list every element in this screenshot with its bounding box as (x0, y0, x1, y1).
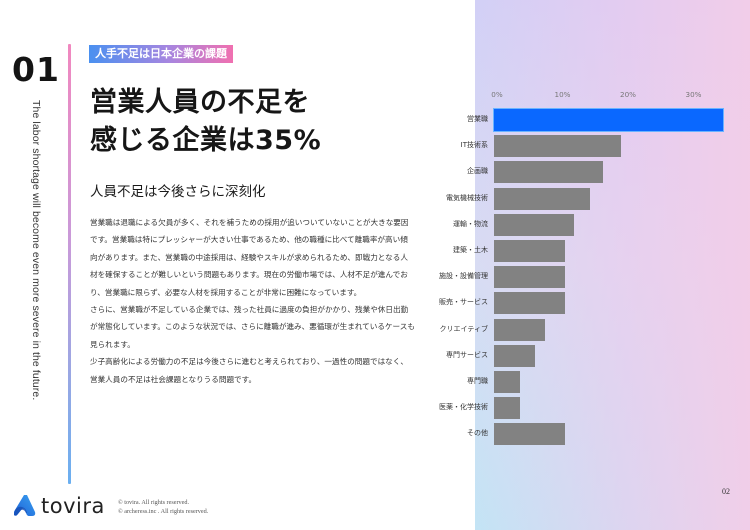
logo-mark-icon (14, 495, 36, 516)
category-label: 電気機械技術 (446, 193, 488, 202)
page-title: 営業人員の不足を 感じる企業は35% (90, 84, 321, 160)
category-label: 販売・サービス (439, 298, 488, 307)
bar (494, 397, 521, 420)
title-line-1: 営業人員の不足を (90, 87, 310, 118)
chart-row: クリエイティブ (420, 318, 750, 341)
bar (494, 161, 603, 184)
chart-row: 販売・サービス (420, 292, 750, 315)
title-line-2: 感じる企業は35% (90, 125, 322, 156)
chart-row: 電気機械技術 (420, 187, 750, 210)
category-label: 企画職 (467, 167, 488, 176)
page-number: 02 (722, 487, 730, 496)
category-label: 専門職 (467, 377, 488, 385)
bar (494, 213, 574, 236)
chart-row: 医薬・化学技術 (420, 397, 750, 420)
copyright-line: © archeress.inc . All rights reserved. (118, 507, 209, 515)
bar (494, 187, 590, 210)
body-paragraph: 少子高齢化による労働力の不足は今後さらに進むと考えられており、一過性の問題ではな… (90, 357, 408, 384)
chart-row: 専門サービス (420, 344, 750, 367)
body-paragraph: さらに、営業職が不足している企業では、残った社員に過度の負担がかかり、残業や休日… (90, 305, 415, 349)
horizontal-bar-chart: 0% 10% 20% 30% 営業職 IT技術系企画職電気機械技術運輸・物流建築・土木施… (420, 88, 750, 458)
bar (494, 344, 535, 367)
category-label: 営業職 (467, 115, 488, 123)
x-tick-label: 10% (554, 90, 571, 99)
chart-row: 専門職 (420, 371, 750, 393)
gradient-divider-line (68, 44, 71, 484)
bar (494, 292, 565, 315)
bar (494, 371, 521, 393)
category-label: 医薬・化学技術 (439, 403, 488, 412)
logo-text: tovira (41, 494, 105, 518)
category-label: その他 (467, 429, 488, 438)
bar (494, 240, 565, 262)
chart-row: IT技術系 (420, 135, 750, 158)
category-label: 運輸・物流 (453, 219, 488, 228)
highlighted-bar (494, 109, 724, 131)
chart-row: 施設・設備管理 (420, 266, 750, 289)
section-number: 01 (12, 50, 60, 89)
bar (494, 423, 565, 446)
category-label: IT技術系 (460, 141, 488, 150)
category-label: 施設・設備管理 (439, 272, 488, 281)
tovira-logo: tovira (14, 494, 105, 518)
bar (494, 266, 565, 289)
chart-row: 建築・土木 (420, 240, 750, 262)
vertical-caption: The labor shortage will become even more… (30, 100, 42, 401)
chart-panel-background (475, 0, 750, 530)
topic-badge: 人手不足は日本企業の課題 (89, 45, 233, 63)
body-paragraph: 営業職は退職による欠員が多く、それを補うための採用が追いついていないことが大きな… (90, 218, 409, 297)
category-label: 建築・土木 (453, 246, 488, 254)
copyright-line: © tovira. All rights reserved. (118, 499, 190, 506)
page-subtitle: 人員不足は今後さらに深刻化 (90, 184, 266, 200)
x-tick-label: 20% (620, 90, 636, 99)
x-tick-label: 30% (685, 90, 702, 99)
body-text: 営業職は退職による欠員が多く、それを補うための採用が追いついていないことが大きな… (90, 214, 415, 388)
copyright: © tovira. All rights reserved. © archere… (118, 499, 208, 516)
bar (494, 135, 622, 158)
bar (494, 318, 546, 341)
chart-row: 運輸・物流 (420, 213, 750, 236)
x-tick-label: 0% (491, 90, 503, 99)
chart-row: 営業職 (420, 109, 750, 131)
category-label: クリエイティブ (439, 324, 488, 333)
chart-row: 企画職 (420, 161, 750, 184)
category-label: 専門サービス (446, 350, 488, 359)
chart-row: その他 (420, 423, 750, 446)
